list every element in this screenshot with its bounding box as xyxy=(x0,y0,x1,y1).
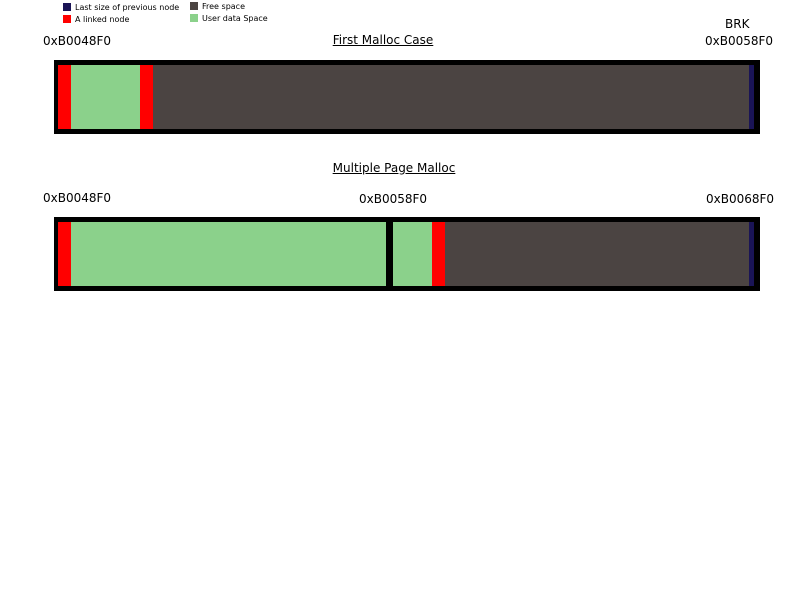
free-space-block xyxy=(153,65,749,129)
last-size-block xyxy=(749,222,754,286)
first-end-address: 0xB0058F0 xyxy=(705,34,774,48)
legend-item-last-size: Last size of previous node xyxy=(63,3,179,13)
user-data-swatch xyxy=(190,14,198,22)
user-data-block xyxy=(71,65,140,129)
legend-item-linked-node: A linked node xyxy=(63,15,129,25)
multi-memory-bar xyxy=(54,217,760,291)
legend-item-free-space: Free space xyxy=(190,2,245,12)
first-memory-bar xyxy=(54,60,760,134)
first-case-title: First Malloc Case xyxy=(332,33,434,47)
free-space-swatch xyxy=(190,2,198,10)
user-data-block xyxy=(393,222,432,286)
linked-node-swatch xyxy=(63,15,71,23)
user-data-block xyxy=(71,222,386,286)
brk-label: BRK xyxy=(725,17,750,31)
last-size-swatch xyxy=(63,3,71,11)
linked-node-block xyxy=(58,65,71,129)
multi-start-address: 0xB0048F0 xyxy=(43,191,112,205)
linked-node-block xyxy=(432,222,445,286)
linked-node-block xyxy=(140,65,153,129)
multi-case-title: Multiple Page Malloc xyxy=(332,161,456,175)
free-space-block xyxy=(445,222,749,286)
multi-mid-address: 0xB0058F0 xyxy=(359,192,428,206)
multi-end-address: 0xB0068F0 xyxy=(706,192,775,206)
first-start-address: 0xB0048F0 xyxy=(43,34,112,48)
last-size-block xyxy=(749,65,754,129)
linked-node-block xyxy=(58,222,71,286)
legend-label-last-size: Last size of previous node xyxy=(75,3,180,12)
legend-label-linked-node: A linked node xyxy=(75,15,130,24)
legend-label-user-data: User data Space xyxy=(202,14,268,23)
legend-label-free-space: Free space xyxy=(202,2,245,11)
legend-item-user-data: User data Space xyxy=(190,14,268,24)
